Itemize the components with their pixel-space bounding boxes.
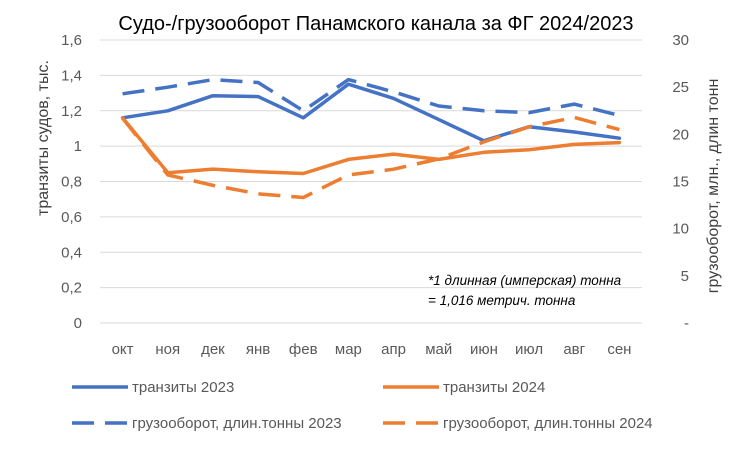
right-axis-ticks: - 5 10 15 20 25 30 — [672, 32, 689, 332]
left-tick-label: 1,2 — [61, 103, 82, 120]
x-tick-label: авг — [563, 341, 585, 358]
legend: транзиты 2023 транзиты 2024 грузооборот, д… — [72, 379, 653, 432]
x-tick-label: сен — [607, 341, 631, 358]
right-tick-label: 25 — [672, 79, 689, 96]
left-tick-label: 0,4 — [61, 244, 82, 261]
left-tick-label: 1,6 — [61, 32, 82, 49]
x-tick-label: ноя — [155, 341, 180, 358]
series-layer — [120, 77, 622, 200]
legend-item-3: грузооборот, длин.тонны 2023 — [72, 415, 342, 432]
left-axis-ticks: 0 0,2 0,4 0,6 0,8 1 1,2 1,4 1,6 — [61, 32, 82, 332]
annotation-line-2: = 1,016 метрич. тонна — [428, 293, 576, 308]
annotation-line-1: *1 длинная (имперская) тонна — [428, 273, 622, 288]
left-tick-label: 0,8 — [61, 174, 82, 191]
right-tick-label: 20 — [672, 126, 689, 143]
right-tick-label: 5 — [681, 268, 689, 285]
right-tick-label: 15 — [672, 174, 689, 191]
left-tick-label: 0 — [74, 315, 82, 332]
series-line-2 — [120, 116, 622, 176]
legend-label: транзиты 2023 — [132, 379, 234, 396]
right-tick-label: 10 — [672, 221, 689, 238]
left-tick-label: 0,6 — [61, 209, 82, 226]
legend-label: грузооборот, длин.тонны 2024 — [443, 415, 653, 432]
legend-label: грузооборот, длин.тонны 2023 — [132, 415, 342, 432]
series-line-3 — [122, 77, 620, 118]
chart-title: Судо-/грузооборот Панамского канала за Ф… — [118, 13, 633, 35]
gridlines — [100, 39, 642, 324]
series-line-4 — [121, 115, 620, 200]
left-tick-label: 1,4 — [61, 67, 82, 84]
x-tick-label: май — [425, 341, 452, 358]
series-line-1 — [120, 82, 622, 143]
right-tick-label: - — [684, 315, 689, 332]
annotation-note: *1 длинная (имперская) тонна = 1,016 мет… — [428, 273, 622, 308]
right-tick-label: 30 — [672, 32, 689, 49]
x-tick-label: мар — [335, 341, 362, 358]
legend-label: транзиты 2024 — [443, 379, 545, 396]
x-tick-label: июл — [515, 341, 543, 358]
x-tick-label: фев — [289, 341, 318, 358]
x-tick-label: янв — [246, 341, 270, 358]
x-axis-ticks: окт ноя дек янв фев мар апр май июн июл авг сен — [112, 341, 632, 358]
x-tick-label: дек — [201, 341, 225, 358]
left-axis-title: транзиты судов, тыс. — [35, 60, 52, 216]
left-tick-label: 0,2 — [61, 280, 82, 297]
legend-item-1: транзиты 2023 — [72, 379, 234, 396]
x-tick-label: апр — [381, 341, 406, 358]
left-tick-label: 1 — [74, 138, 82, 155]
x-tick-label: окт — [112, 341, 134, 358]
legend-item-2: транзиты 2024 — [383, 379, 545, 396]
x-tick-label: июн — [470, 341, 498, 358]
legend-item-4: грузооборот, длин.тонны 2024 — [383, 415, 653, 432]
right-axis-title: грузооборот, млн., длин тонн — [705, 79, 722, 294]
